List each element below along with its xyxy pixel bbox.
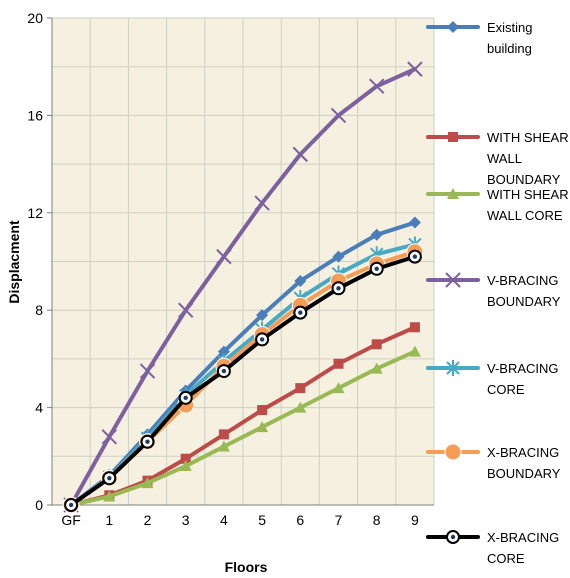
y-tick-label: 20 (27, 10, 43, 26)
existing-building-marker (256, 309, 269, 322)
v-bracing-boundary-marker (101, 429, 118, 445)
legend-item-x-bracing-core: X-BRACING CORE (426, 530, 559, 566)
v-bracing-boundary-marker (407, 61, 423, 77)
legend-label: X-BRACING (487, 445, 559, 460)
with-shear-wall-boundary-marker (409, 322, 420, 333)
with-shear-wall-boundary-marker (180, 453, 191, 464)
with-shear-wall-boundary-marker (257, 405, 268, 416)
with-shear-wall-boundary-marker (295, 383, 306, 394)
x-bracing-core-marker (336, 286, 341, 291)
legend-label: V-BRACING (487, 273, 559, 288)
with-shear-wall-core-marker (141, 477, 154, 489)
y-tick-label: 16 (27, 107, 43, 123)
v-bracing-boundary-marker (139, 363, 156, 379)
y-tick-labels: 0 4 8 12 16 20 (27, 10, 43, 513)
y-axis-title: Displacment (6, 220, 22, 304)
x-tick-label: 7 (335, 512, 343, 528)
legend-v-bracing-boundary-marker (445, 272, 461, 288)
y-tick-label: 8 (35, 302, 43, 318)
v-bracing-boundary-marker (292, 146, 309, 163)
x-bracing-core-line (69, 254, 417, 507)
with-shear-wall-core-marker (294, 401, 307, 413)
x-bracing-core-marker (107, 476, 112, 481)
x-bracing-core-marker (259, 337, 265, 342)
legend-label: WALL CORE (487, 208, 563, 223)
x-bracing-core-marker (68, 502, 74, 508)
legend-label: BOUNDARY (487, 466, 561, 481)
legend-label: BOUNDARY (487, 172, 561, 187)
legend-label: CORE (487, 382, 525, 397)
with-shear-wall-core-marker (332, 382, 345, 394)
v-bracing-boundary-marker (368, 78, 385, 94)
x-bracing-core-marker (298, 310, 303, 315)
legend-label: Existing (487, 20, 533, 35)
legend-x-bracing-core-marker (450, 534, 456, 540)
legend-item-existing-building: Existing building (426, 20, 533, 56)
axes (47, 17, 434, 506)
legend-item-x-bracing-boundary: X-BRACING BOUNDARY (426, 443, 561, 481)
legend-existing-building-marker (447, 21, 459, 33)
with-shear-wall-core-line (69, 349, 417, 507)
with-shear-wall-boundary-marker (333, 358, 344, 369)
y-tick-label: 12 (27, 205, 43, 221)
x-tick-label: GF (61, 512, 80, 528)
with-shear-wall-boundary-marker (371, 339, 382, 350)
existing-building-marker (370, 228, 383, 241)
x-bracing-core-marker (221, 368, 227, 374)
legend-label: BOUNDARY (487, 294, 561, 309)
existing-building-marker (408, 216, 421, 229)
x-tick-label: 1 (105, 512, 113, 528)
x-tick-label: 4 (220, 512, 228, 528)
x-tick-label: 2 (144, 512, 152, 528)
y-tick-label: 0 (35, 497, 43, 513)
v-bracing-boundary-line (69, 67, 417, 507)
with-shear-wall-core-marker (217, 440, 230, 452)
legend-x-bracing-boundary-marker (444, 443, 462, 461)
legend-label: building (487, 41, 532, 56)
legend-item-v-bracing-boundary: V-BRACING BOUNDARY (426, 272, 561, 309)
v-bracing-boundary-marker (216, 248, 232, 265)
x-bracing-core-marker (183, 395, 188, 401)
x-tick-label: 5 (258, 512, 266, 528)
x-bracing-core-marker (374, 266, 379, 272)
v-bracing-boundary-marker (177, 302, 194, 318)
legend-with-shear-wall-core-marker (447, 188, 459, 199)
y-tick-label: 4 (35, 400, 43, 416)
x-bracing-core-series (64, 249, 422, 512)
with-shear-wall-core-marker (256, 421, 269, 433)
v-bracing-boundary-marker (330, 107, 347, 124)
series-lines (62, 61, 424, 514)
existing-building-marker (332, 250, 345, 263)
x-tick-label: 9 (411, 512, 419, 528)
x-axis-title: Floors (225, 559, 268, 575)
x-tick-label: 6 (296, 512, 304, 528)
with-shear-wall-core-marker (103, 490, 116, 502)
legend-label: WALL (487, 151, 522, 166)
v-bracing-boundary-marker (254, 195, 270, 211)
with-shear-wall-core-marker (370, 362, 383, 374)
existing-building-marker (217, 345, 230, 358)
x-bracing-core-marker (412, 254, 418, 259)
x-tick-label: 8 (373, 512, 381, 528)
legend-label: X-BRACING (487, 530, 559, 545)
legend-item-with-shear-wall-core: WITH SHEAR WALL CORE (426, 187, 569, 223)
legend-label: WITH SHEAR (487, 130, 569, 145)
legend-label: CORE (487, 551, 525, 566)
legend-label: V-BRACING (487, 361, 559, 376)
with-shear-wall-core-marker (408, 345, 421, 357)
legend-label: WITH SHEAR (487, 187, 569, 202)
x-tick-labels: GF 1 2 3 4 5 6 7 8 9 (61, 512, 419, 528)
x-tick-label: 3 (182, 512, 190, 528)
x-bracing-core-marker (145, 439, 150, 444)
legend-item-with-shear-wall-boundary: WITH SHEAR WALL BOUNDARY (426, 130, 569, 187)
legend-v-bracing-core-marker (446, 360, 460, 376)
legend-item-v-bracing-core: V-BRACING CORE (426, 360, 559, 397)
existing-building-marker (294, 274, 307, 287)
with-shear-wall-boundary-marker (218, 429, 229, 440)
with-shear-wall-core-marker (179, 460, 192, 472)
legend-with-shear-wall-boundary-marker (448, 132, 458, 142)
